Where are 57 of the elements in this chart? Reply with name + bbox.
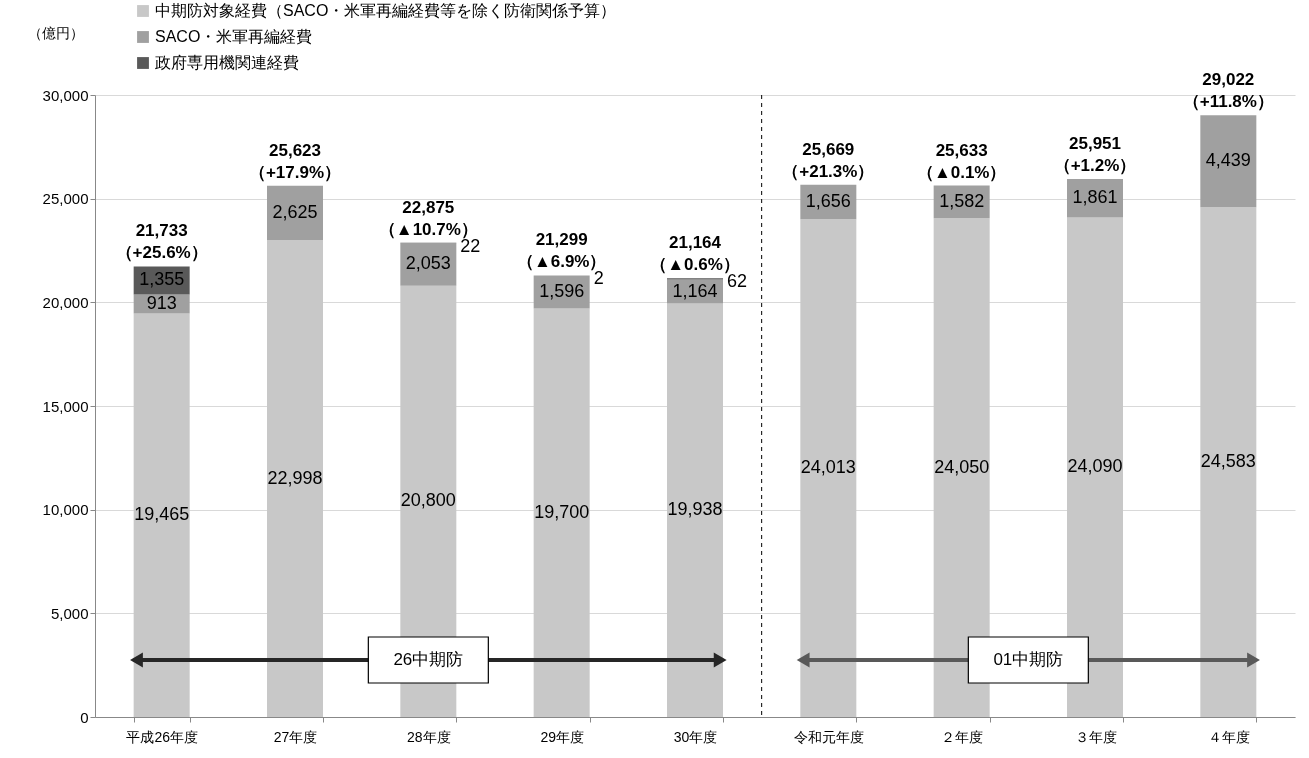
x-tick-label: 30年度 (673, 728, 718, 745)
y-tick-label: 15,000 (42, 397, 89, 415)
data-label: 22,998 (267, 467, 323, 488)
text: 21,733 （+25.6%） (115, 221, 208, 263)
data-label: 1,355 (139, 269, 185, 290)
x-tick-label: 平成26年度 (126, 728, 198, 745)
bar (1200, 207, 1257, 717)
text: 25,623 （+17.9%） (248, 140, 342, 182)
data-label: 2,625 (272, 201, 318, 222)
data-label: 913 (146, 292, 177, 313)
data-label: 1,582 (939, 190, 985, 211)
y-tick-label: 20,000 (42, 293, 89, 311)
legend-label: SACO・米軍再編経費 (155, 28, 313, 45)
data-label: 1,164 (672, 280, 718, 301)
data-label: 1,596 (539, 281, 585, 302)
x-tick-label: ４年度 (1207, 728, 1250, 745)
bar (667, 303, 723, 717)
annotation: 26中期防 (393, 650, 464, 669)
data-label: 24,013 (800, 457, 856, 478)
text: 29,022 （+11.8%） (1182, 70, 1274, 112)
legend-label: 政府専用機関連経費 (155, 54, 299, 71)
bar (1200, 115, 1257, 208)
y-tick-label: 30,000 (42, 86, 89, 104)
text: 25,951 （+1.2%） (1053, 133, 1137, 175)
bar (933, 218, 990, 717)
data-label: 19,465 (134, 504, 190, 525)
x-tick-label: 29年度 (540, 728, 584, 745)
bar (533, 308, 590, 717)
y-tick-label: 25,000 (42, 190, 89, 208)
data-label: 19,938 (667, 499, 723, 520)
data-label: 19,700 (534, 501, 590, 522)
text: 25,633 （▲0.1%） (916, 140, 1007, 182)
data-label: 4,439 (1205, 150, 1251, 171)
data-label: 24,583 (1200, 451, 1256, 472)
y-tick-label: 0 (80, 708, 89, 726)
bar (533, 275, 590, 309)
data-label: 2,053 (405, 253, 451, 274)
y-axis-title: （億円） (27, 24, 84, 41)
text: 25,669 （+21.3%） (782, 139, 875, 181)
y-tick-label: 10,000 (42, 501, 89, 519)
data-label: 1,861 (1072, 187, 1118, 208)
x-tick-label: ２年度 (941, 728, 984, 745)
bar (800, 219, 857, 717)
bar (1067, 217, 1123, 717)
x-tick-label: 令和元年度 (793, 728, 864, 745)
data-label: 1,656 (805, 190, 851, 211)
x-tick-label: 28年度 (407, 728, 451, 745)
x-tick-label: 27年度 (273, 728, 318, 745)
x-tick-label: ３年度 (1074, 728, 1117, 745)
bar (133, 313, 190, 717)
y-tick-label: 5,000 (50, 604, 89, 622)
data-label: 24,090 (1067, 456, 1123, 477)
bar (267, 240, 323, 717)
annotation: 01中期防 (993, 650, 1064, 669)
legend-label: 中期防対象経費（SACO・米軍再編経費等を除く防衛関係予算） (155, 2, 617, 19)
data-label: 20,800 (400, 490, 456, 511)
data-label: 24,050 (934, 456, 990, 477)
